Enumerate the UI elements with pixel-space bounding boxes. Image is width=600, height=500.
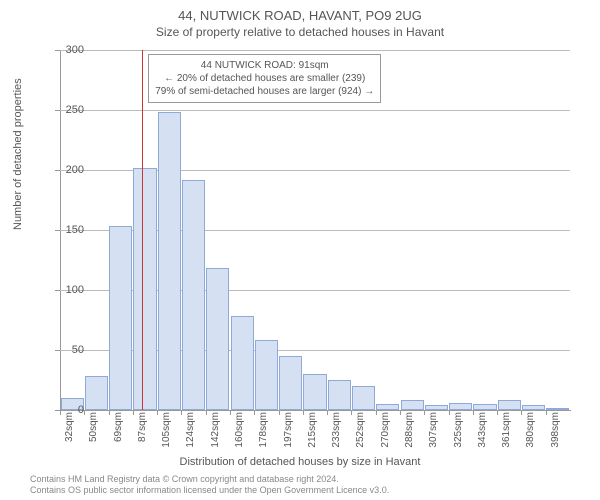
histogram-bar	[425, 405, 448, 410]
x-tick-mark	[400, 410, 401, 415]
histogram-bar	[206, 268, 229, 410]
x-tick-mark	[254, 410, 255, 415]
x-tick-label: 288sqm	[404, 412, 415, 448]
histogram-bar	[231, 316, 254, 410]
x-tick-label: 343sqm	[477, 412, 488, 448]
x-axis-label: Distribution of detached houses by size …	[0, 456, 600, 468]
x-tick-label: 325sqm	[453, 412, 464, 448]
x-tick-mark	[109, 410, 110, 415]
x-tick-mark	[133, 410, 134, 415]
y-tick-label: 0	[44, 404, 84, 416]
x-tick-mark	[546, 410, 547, 415]
x-tick-label: 380sqm	[525, 412, 536, 448]
x-tick-mark	[84, 410, 85, 415]
histogram-bar	[158, 112, 181, 410]
x-tick-label: 215sqm	[307, 412, 318, 448]
histogram-bar	[109, 226, 132, 410]
x-tick-mark	[157, 410, 158, 415]
x-tick-label: 252sqm	[355, 412, 366, 448]
x-tick-mark	[181, 410, 182, 415]
y-tick-label: 50	[44, 344, 84, 356]
marker-line	[142, 50, 143, 410]
y-tick-label: 150	[44, 224, 84, 236]
histogram-bar	[401, 400, 424, 410]
x-tick-label: 105sqm	[161, 412, 172, 448]
annotation-line-2: ← 20% of detached houses are smaller (23…	[155, 72, 374, 85]
x-tick-mark	[424, 410, 425, 415]
x-tick-label: 233sqm	[331, 412, 342, 448]
histogram-bar	[376, 404, 399, 410]
y-tick-label: 200	[44, 164, 84, 176]
x-tick-label: 87sqm	[137, 412, 148, 442]
histogram-bar	[303, 374, 326, 410]
x-tick-label: 197sqm	[283, 412, 294, 448]
x-tick-mark	[351, 410, 352, 415]
annotation-line-1: 44 NUTWICK ROAD: 91sqm	[155, 59, 374, 72]
histogram-bar	[133, 168, 156, 410]
plot-area: 32sqm50sqm69sqm87sqm105sqm124sqm142sqm16…	[60, 50, 570, 410]
x-tick-mark	[376, 410, 377, 415]
x-tick-label: 32sqm	[64, 412, 75, 442]
x-tick-label: 160sqm	[234, 412, 245, 448]
chart-title: 44, NUTWICK ROAD, HAVANT, PO9 2UG	[0, 0, 600, 23]
histogram-bar	[449, 403, 472, 410]
y-tick-label: 250	[44, 104, 84, 116]
x-tick-label: 69sqm	[113, 412, 124, 442]
histogram-bar	[498, 400, 521, 410]
x-tick-label: 50sqm	[88, 412, 99, 442]
x-tick-label: 398sqm	[550, 412, 561, 448]
x-tick-mark	[473, 410, 474, 415]
histogram-bar	[352, 386, 375, 410]
x-tick-label: 124sqm	[185, 412, 196, 448]
chart-container: 44, NUTWICK ROAD, HAVANT, PO9 2UG Size o…	[0, 0, 600, 500]
footer-line-1: Contains HM Land Registry data © Crown c…	[30, 474, 389, 485]
histogram-bar	[279, 356, 302, 410]
x-tick-mark	[449, 410, 450, 415]
x-tick-mark	[497, 410, 498, 415]
y-axis-label: Number of detached properties	[12, 78, 24, 230]
histogram-bar	[328, 380, 351, 410]
histogram-bar	[182, 180, 205, 410]
y-tick-label: 300	[44, 44, 84, 56]
footer-line-2: Contains OS public sector information li…	[30, 485, 389, 496]
x-tick-label: 142sqm	[210, 412, 221, 448]
histogram-bar	[85, 376, 108, 410]
x-tick-mark	[327, 410, 328, 415]
annotation-box: 44 NUTWICK ROAD: 91sqm← 20% of detached …	[148, 54, 381, 103]
y-tick-label: 100	[44, 284, 84, 296]
histogram-bar	[255, 340, 278, 410]
x-tick-label: 361sqm	[501, 412, 512, 448]
x-tick-label: 307sqm	[428, 412, 439, 448]
histogram-bar	[473, 404, 496, 410]
gridline	[60, 110, 570, 111]
histogram-bar	[522, 405, 545, 410]
x-tick-label: 270sqm	[380, 412, 391, 448]
gridline	[60, 50, 570, 51]
chart-subtitle: Size of property relative to detached ho…	[0, 23, 600, 39]
x-tick-label: 178sqm	[258, 412, 269, 448]
x-tick-mark	[521, 410, 522, 415]
annotation-line-3: 79% of semi-detached houses are larger (…	[155, 85, 374, 98]
x-tick-mark	[230, 410, 231, 415]
x-tick-mark	[279, 410, 280, 415]
x-tick-mark	[206, 410, 207, 415]
histogram-bar	[546, 408, 569, 410]
footer-text: Contains HM Land Registry data © Crown c…	[30, 474, 389, 496]
x-tick-mark	[303, 410, 304, 415]
